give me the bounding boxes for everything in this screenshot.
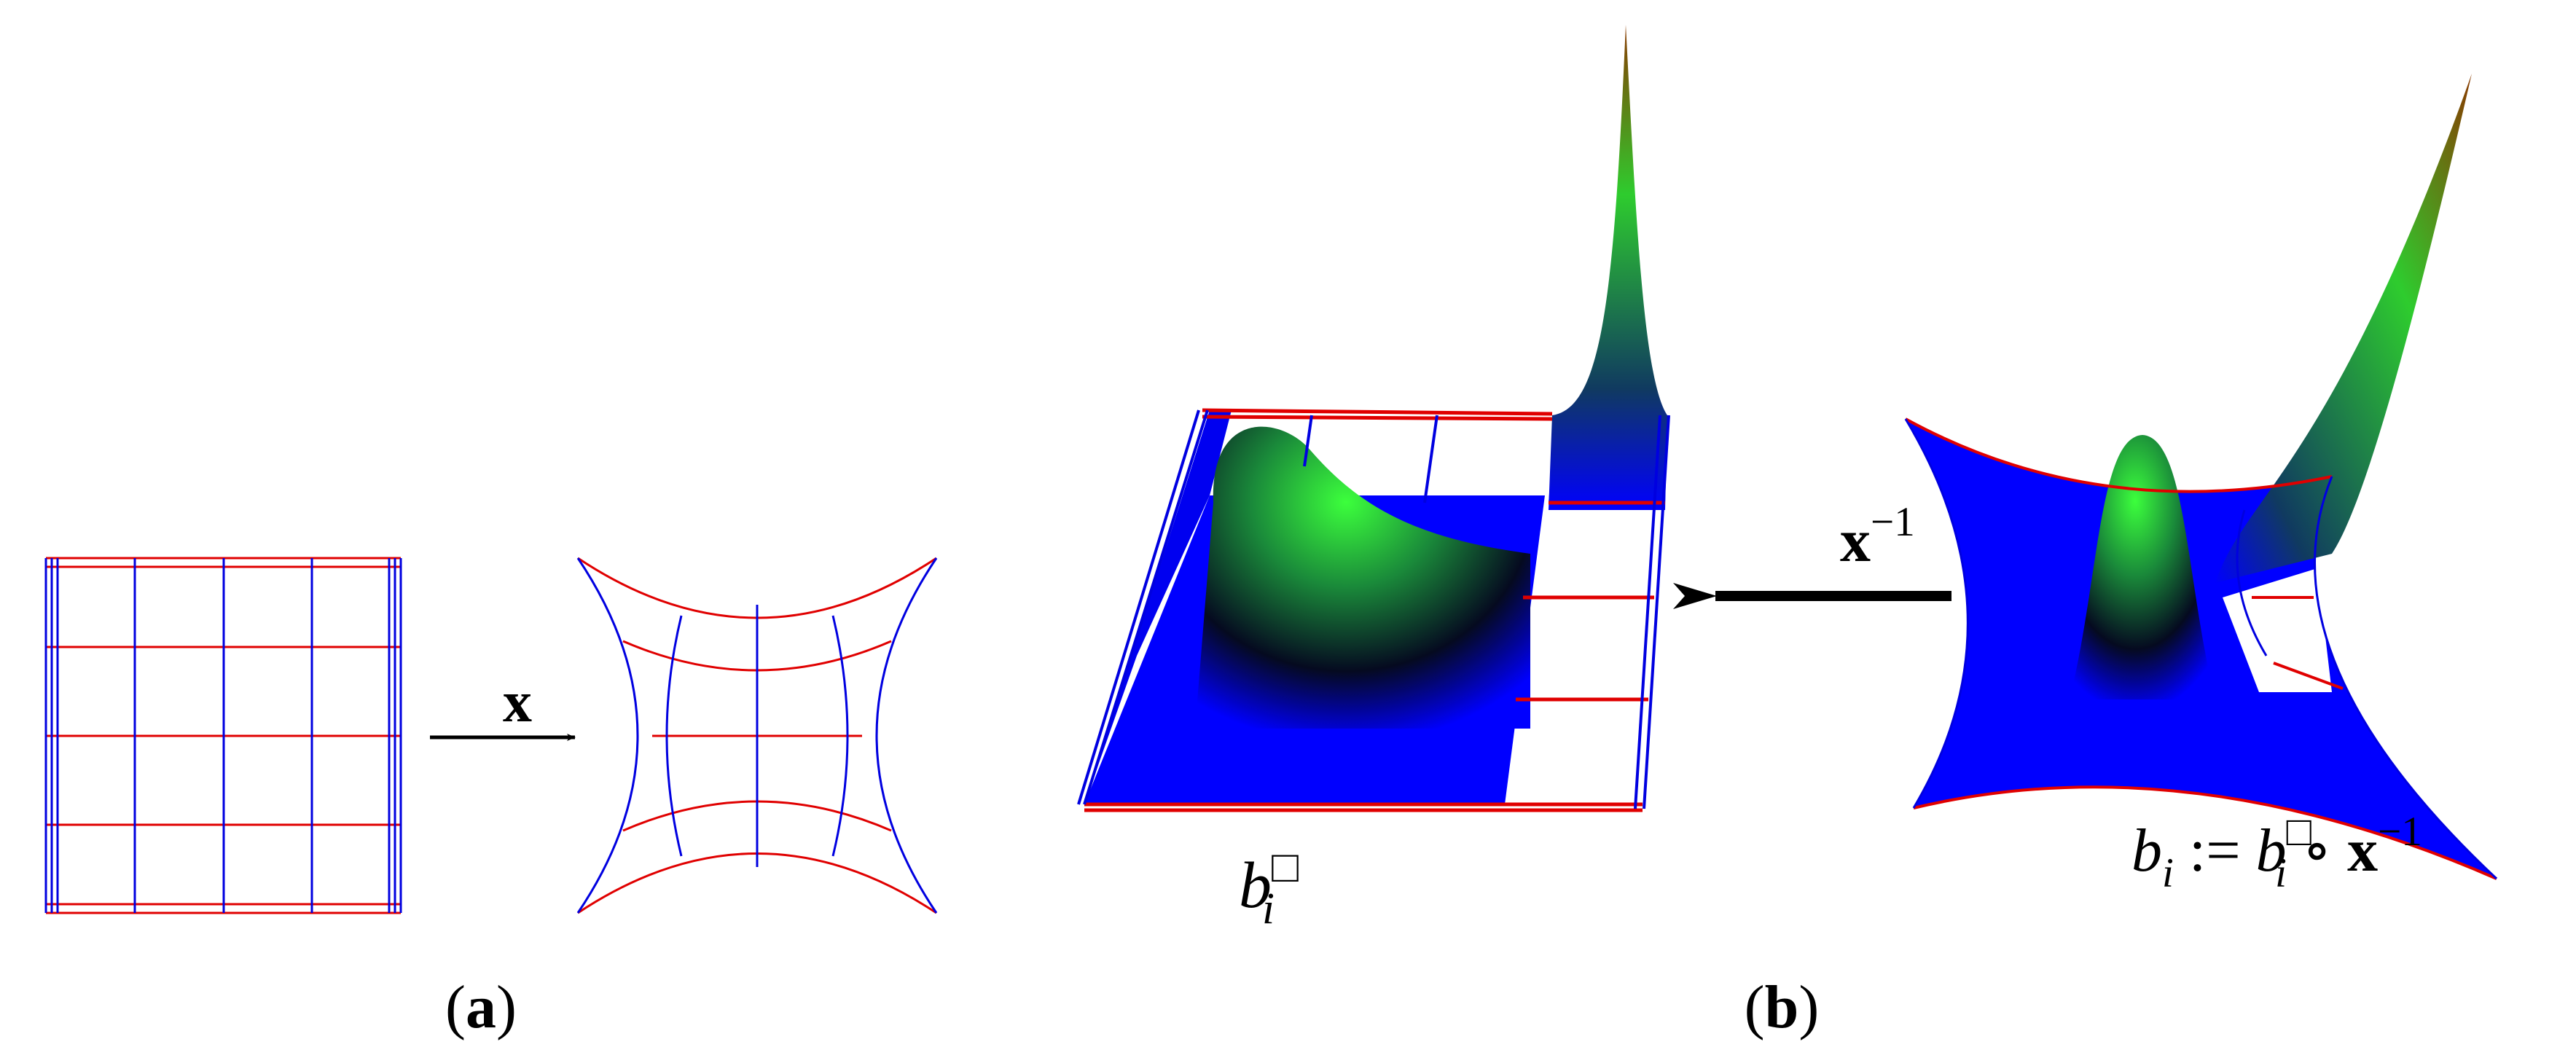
label-part: b	[1239, 850, 1272, 922]
label-part: i	[1262, 884, 1275, 933]
label-part: −1	[2378, 809, 2422, 855]
arrow-label: x−1	[1840, 499, 1915, 575]
label-part: −1	[1871, 499, 1915, 545]
label-part: b	[1765, 973, 1799, 1041]
panel-label: (a)	[445, 973, 517, 1041]
label-part: :=	[2174, 817, 2256, 885]
surface-label: b□ i	[1239, 842, 1299, 933]
plate-surface	[1077, 25, 1670, 812]
label-part: ∘	[2287, 817, 2347, 885]
label-part: i	[2162, 850, 2174, 896]
label-part: □	[1272, 842, 1299, 892]
label-part: )	[496, 973, 517, 1041]
label-part: x	[1840, 507, 1871, 575]
composite-label: bi := b□ i ∘ x−1	[2131, 809, 2422, 896]
label-part: (	[1745, 973, 1765, 1041]
label-part: x	[503, 670, 532, 734]
panel-label: (b)	[1745, 973, 1820, 1041]
label-part: b	[2131, 817, 2162, 885]
warped-surface	[1904, 74, 2498, 880]
square-grid	[44, 557, 402, 914]
arrow-label: x	[503, 670, 532, 734]
label-part: x	[2347, 817, 2378, 885]
label-part: (	[445, 973, 466, 1041]
label-part: □	[2287, 809, 2312, 855]
astroid-grid	[576, 557, 938, 914]
label-part: b	[2256, 817, 2287, 885]
label-part: i	[2275, 850, 2287, 896]
label-part: a	[466, 973, 496, 1041]
label-part: )	[1798, 973, 1819, 1041]
